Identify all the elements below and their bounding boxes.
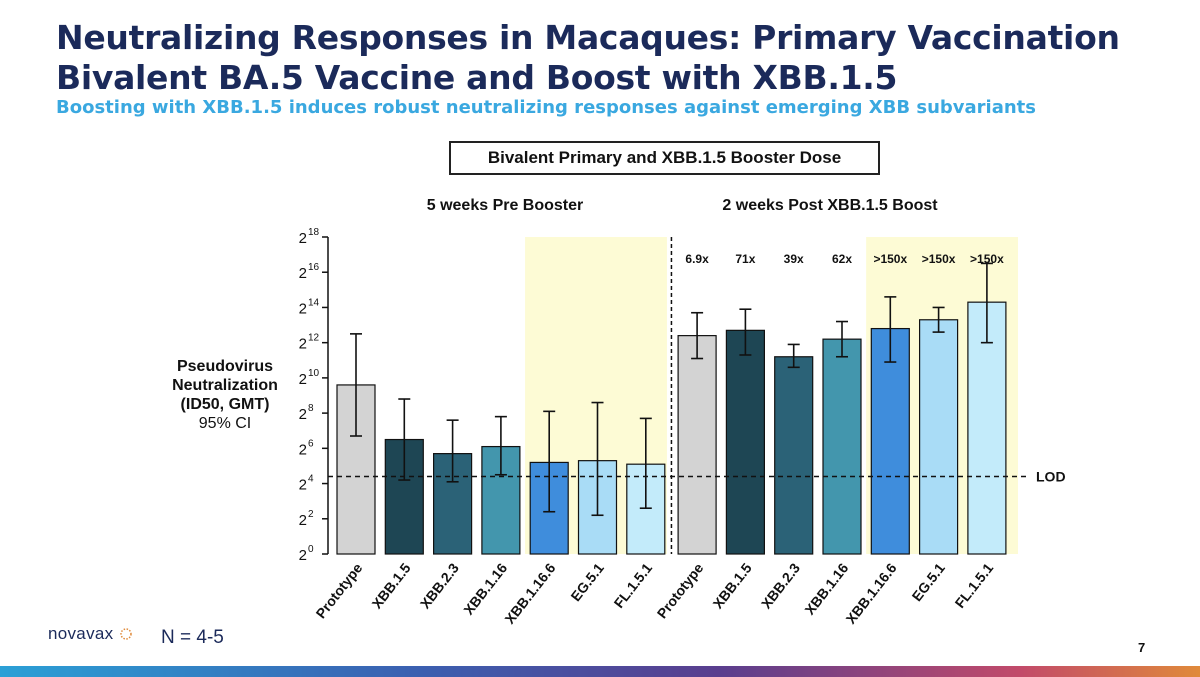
fold-change-label: 71x (735, 252, 755, 266)
slide-title: Neutralizing Responses in Macaques: Prim… (56, 18, 1156, 98)
y-axis-label-line4: 95% CI (198, 415, 252, 432)
bar (677, 335, 717, 555)
logo-text: novavax (48, 624, 114, 643)
y-tick-label-exponent: 16 (308, 262, 320, 273)
x-tick-label: EG.5.1 (567, 560, 607, 604)
x-tick-label: Prototype (313, 560, 366, 622)
bar (967, 301, 1007, 555)
logo-dot-icon (120, 628, 132, 640)
y-tick-label-base: 2 (299, 406, 307, 423)
y-tick-label-base: 2 (299, 265, 307, 282)
title-line-1: Neutralizing Responses in Macaques: Prim… (56, 18, 1120, 57)
x-tick-label: FL.1.5.1 (610, 560, 655, 611)
y-tick-label-exponent: 2 (308, 509, 314, 520)
y-tick-label-base: 2 (299, 300, 307, 317)
novavax-logo: novavax (48, 620, 138, 654)
sample-size-label: N = 4-5 (161, 627, 224, 648)
fold-change-label: 6.9x (685, 252, 709, 266)
x-tick-label: XBB.1.16 (460, 560, 510, 618)
y-tick-label-base: 2 (299, 441, 307, 458)
lod-label: LOD (1036, 469, 1066, 485)
x-tick-label: XBB.2.3 (758, 560, 803, 612)
y-axis-label-line1: Pseudovirus (176, 358, 274, 375)
y-tick-label-exponent: 6 (308, 438, 314, 449)
footer-gradient-bar (0, 666, 1200, 677)
bar (918, 319, 959, 555)
x-tick-label: XBB.2.3 (417, 560, 462, 612)
title-line-2: Bivalent BA.5 Vaccine and Boost with XBB… (56, 58, 898, 97)
y-tick-label-base: 2 (299, 230, 307, 247)
chart-box-title: Bivalent Primary and XBB.1.5 Booster Dos… (449, 141, 880, 175)
x-tick-label: XBB.1.16 (801, 560, 851, 618)
y-tick-label-base: 2 (299, 512, 307, 529)
y-tick-label-exponent: 8 (308, 403, 314, 414)
fold-change-label: 62x (832, 252, 852, 266)
x-tick-label: XBB.1.5 (368, 560, 413, 612)
y-tick-label-exponent: 0 (308, 544, 314, 555)
slide-subtitle: Boosting with XBB.1.5 induces robust neu… (56, 97, 1036, 118)
fold-change-label: >150x (873, 252, 907, 266)
group-label-post: 2 weeks Post XBB.1.5 Boost (722, 197, 938, 214)
y-tick-label-base: 2 (299, 371, 307, 388)
bar (822, 338, 862, 555)
y-axis-label: Pseudovirus Neutralization (ID50, GMT) 9… (150, 357, 300, 433)
y-tick-label-exponent: 14 (308, 297, 320, 308)
fold-change-label: 39x (784, 252, 804, 266)
y-tick-label-base: 2 (299, 477, 307, 494)
x-tick-label: Prototype (654, 560, 707, 622)
bar (870, 327, 910, 555)
x-tick-label: XBB.1.5 (710, 560, 755, 612)
bar (774, 356, 814, 555)
y-tick-label-exponent: 10 (308, 368, 320, 379)
group-label-pre: 5 weeks Pre Booster (426, 197, 584, 214)
y-tick-label-base: 2 (299, 547, 307, 564)
x-tick-label: FL.1.5.1 (952, 560, 997, 611)
x-tick-label: EG.5.1 (909, 560, 949, 604)
y-tick-label-exponent: 12 (308, 333, 320, 344)
y-tick-label-base: 2 (299, 336, 307, 353)
page-number: 7 (1138, 640, 1146, 655)
y-axis-label-line2: Neutralization (172, 377, 278, 394)
y-tick-label-exponent: 18 (308, 227, 320, 238)
y-tick-label-exponent: 4 (308, 474, 314, 485)
bar (725, 329, 766, 555)
y-axis-label-line3: (ID50, GMT) (180, 396, 270, 413)
fold-change-label: >150x (922, 252, 956, 266)
fold-change-label: >150x (970, 252, 1004, 266)
